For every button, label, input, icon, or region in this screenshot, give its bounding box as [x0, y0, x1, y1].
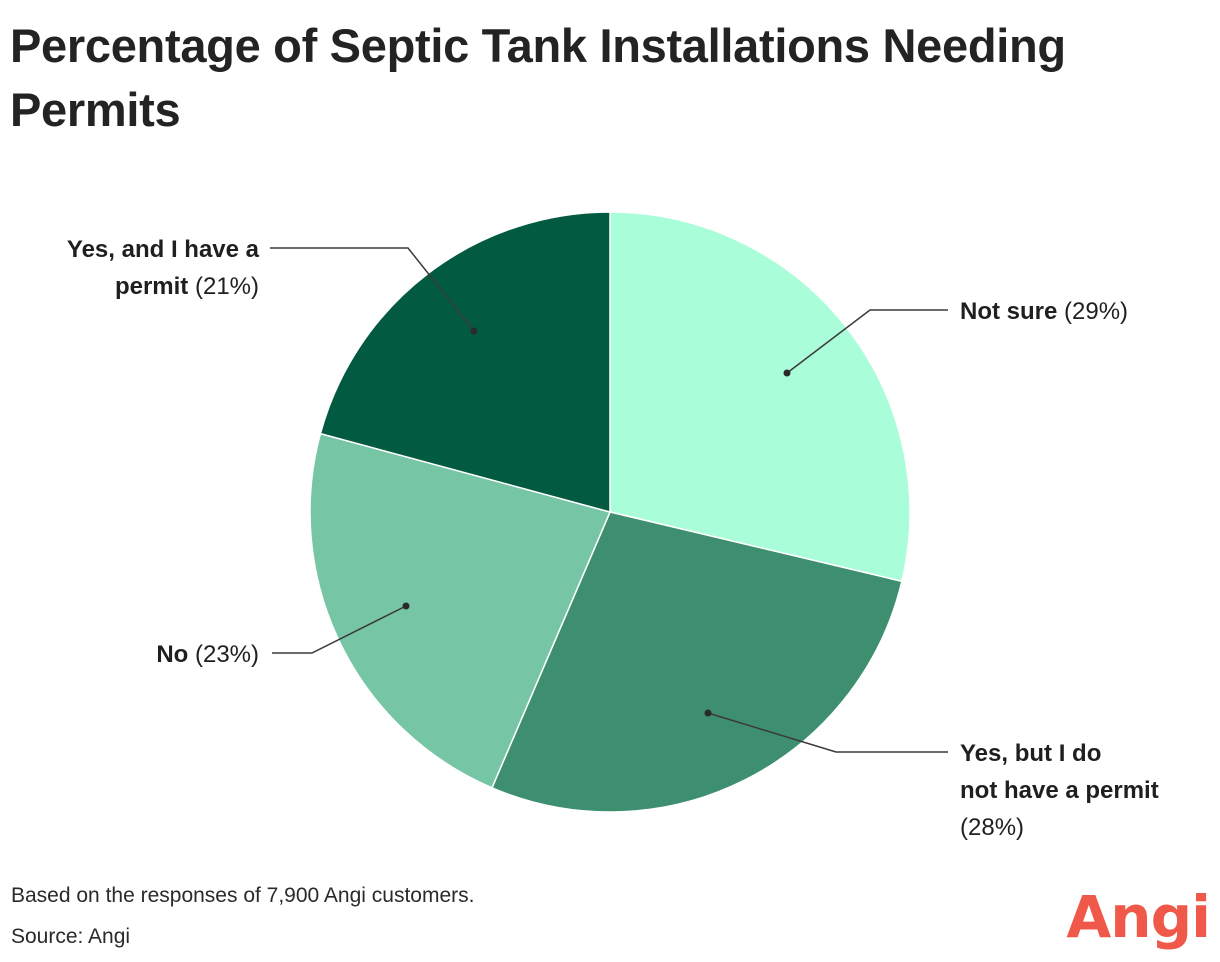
slice-label-yes-have-permit-line2: permit (21%) [115, 273, 259, 300]
leader-dot-yes-have-permit [470, 327, 478, 335]
leader-line-no [272, 605, 407, 654]
survey-note: Based on the responses of 7,900 Angi cus… [11, 884, 475, 907]
leader-dot-yes-no-permit [704, 709, 712, 717]
pie-slice-not-sure [609, 211, 911, 583]
leader-dot-not-sure [783, 369, 791, 377]
leader-line-yes-no-permit [707, 712, 948, 753]
angi-logo: Angi [1066, 883, 1211, 951]
slice-label-not-sure: Not sure (29%) [960, 298, 1128, 325]
slice-label-yes-no-permit-line2: not have a permit [960, 777, 1159, 804]
pie-slice-no [309, 432, 612, 789]
leader-line-yes-have-permit [270, 247, 475, 332]
slice-label-yes-have-permit: Yes, and I have a [67, 236, 260, 263]
leader-line-not-sure [786, 309, 948, 374]
chart-title: Percentage of Septic Tank Installations … [10, 19, 1066, 136]
slice-pct-yes-no-permit: (28%) [960, 814, 1024, 841]
slice-label-yes-no-permit: Yes, but I do [960, 740, 1101, 767]
source-note: Source: Angi [11, 925, 131, 948]
pie-slice-yes-no-permit [490, 511, 903, 813]
slice-label-no: No (23%) [156, 641, 259, 668]
leader-dot-no [402, 602, 410, 610]
